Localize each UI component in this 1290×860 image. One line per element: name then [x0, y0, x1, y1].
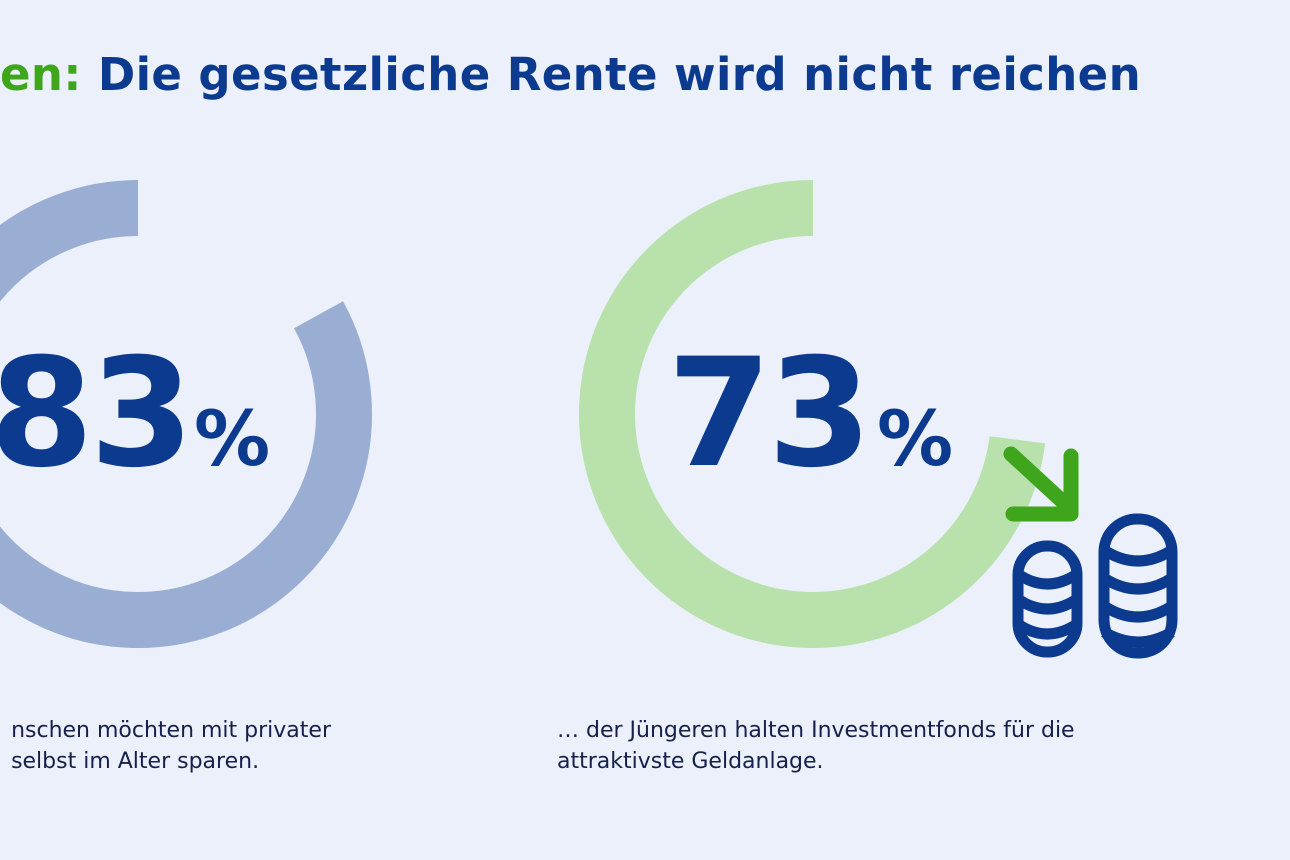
down-right-arrow-icon	[1003, 446, 1079, 522]
caption-line: selbst im Alter sparen.	[11, 749, 260, 774]
donut-chart-73: 73%	[579, 180, 1046, 648]
caption-line: … der Jüngeren halten Investmentfonds fü…	[557, 718, 1075, 743]
percentage-number-label: 73	[667, 327, 868, 501]
donut-arc-73	[579, 180, 1046, 648]
caption-chart-73: … der Jüngeren halten Investmentfonds fü…	[557, 715, 1075, 777]
caption-line: nschen möchten mit privater	[11, 718, 331, 743]
caption-line: attraktivste Geldanlage.	[557, 749, 824, 774]
donut-arc-83	[0, 180, 372, 648]
coins-with-down-arrow-icon	[1003, 446, 1178, 659]
caption-chart-83: nschen möchten mit privater selbst im Al…	[11, 715, 331, 777]
percent-sign-label: %	[194, 394, 270, 483]
coin-stack-large-icon	[1098, 513, 1178, 659]
headline-text: Die gesetzliche Rente wird nicht reichen	[97, 48, 1142, 101]
page-title: en: Die gesetzliche Rente wird nicht rei…	[0, 40, 1141, 110]
percent-sign-label: %	[877, 394, 953, 483]
donut-chart-83: 83%	[0, 180, 372, 648]
coin-stack-small-icon	[1012, 540, 1083, 658]
headline-keyword: en:	[0, 48, 82, 101]
percentage-number-label: 83	[0, 327, 190, 501]
